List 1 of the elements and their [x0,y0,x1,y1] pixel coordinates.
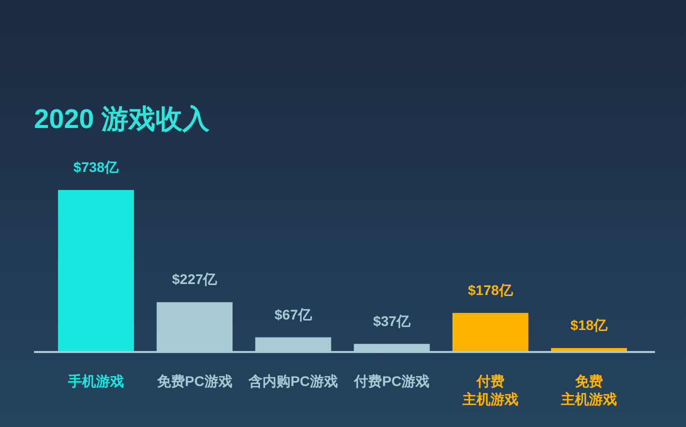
title: 2020 游戏收入 [34,104,210,134]
